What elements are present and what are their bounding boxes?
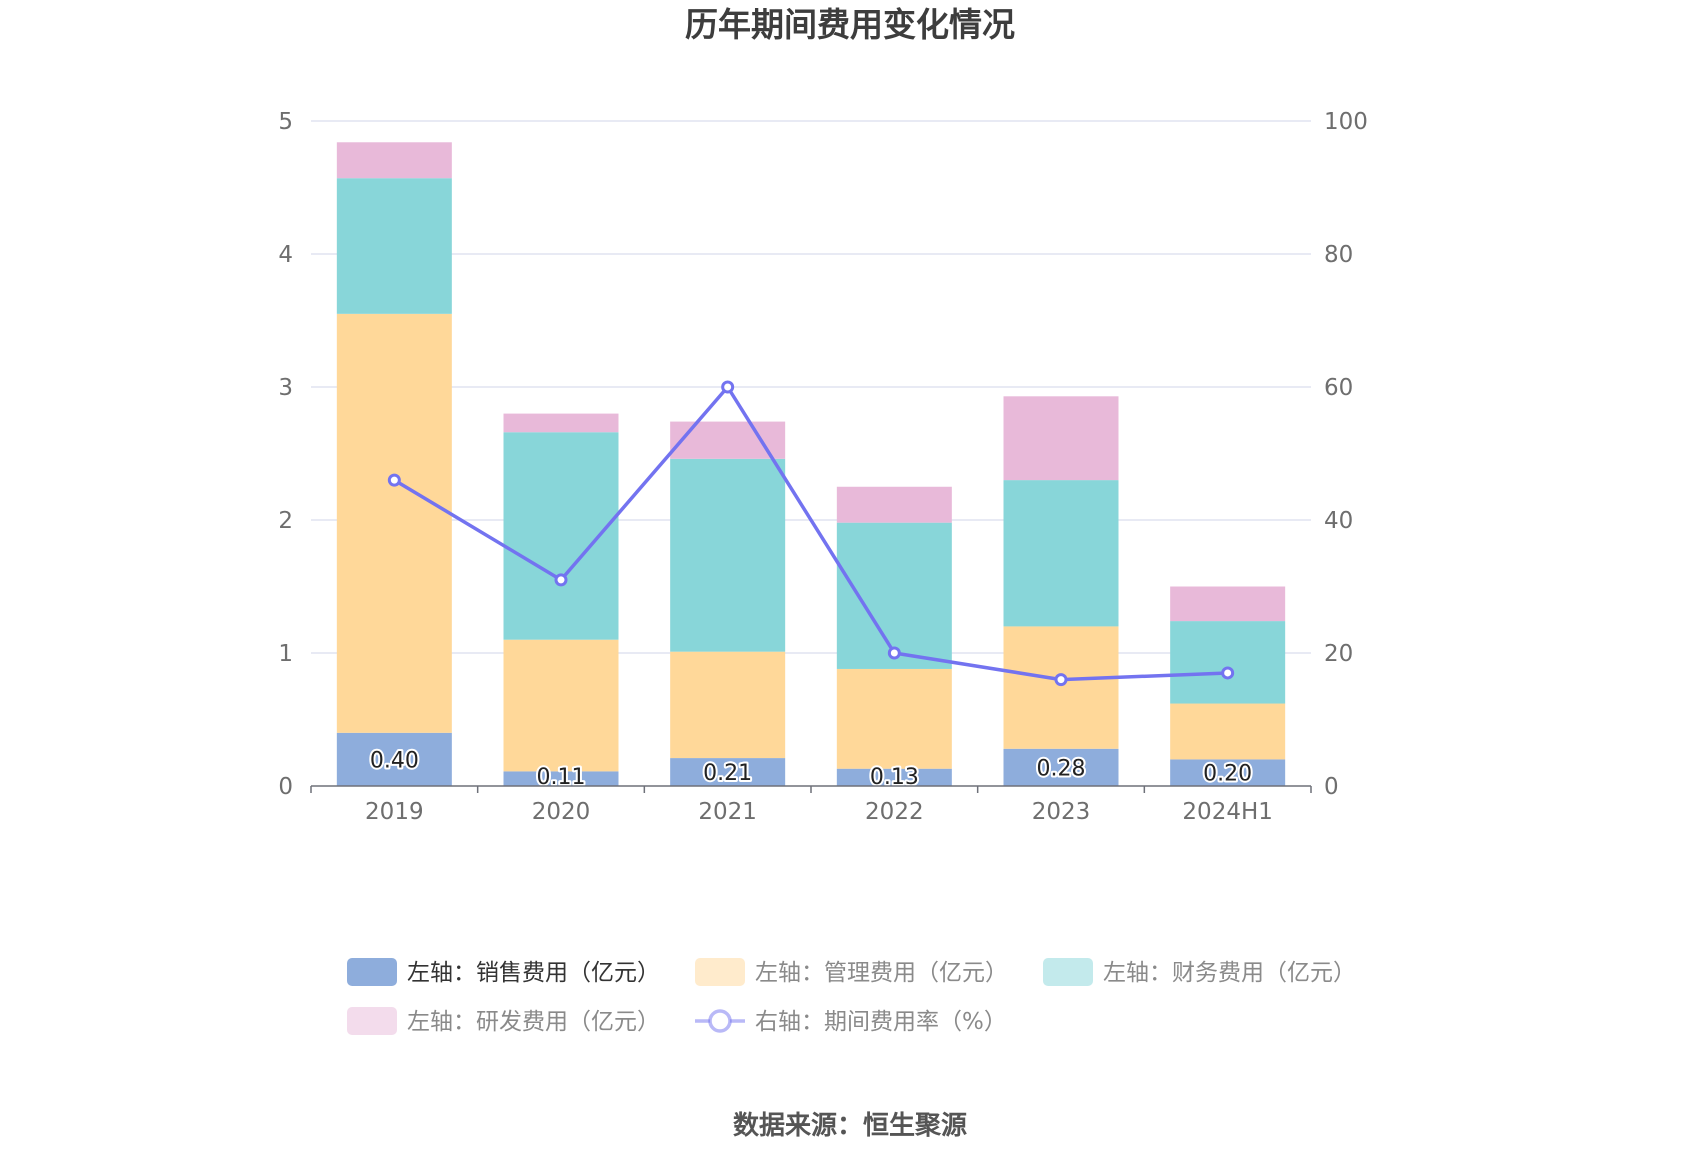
bar-admin: [836, 668, 952, 769]
bar-finance: [336, 178, 452, 314]
bar-admin: [503, 639, 619, 772]
legend-item-finance[interactable]: 左轴：财务费用（亿元）: [1043, 958, 1356, 986]
bar-sales: [503, 771, 619, 786]
chart-title: 历年期间费用变化情况: [685, 5, 1015, 44]
bar-sales: [1170, 759, 1286, 786]
x-tick-label: 2021: [698, 799, 757, 825]
x-tick-label: 2024H1: [1182, 799, 1272, 825]
left-tick-label: 5: [278, 109, 293, 135]
bar-sales: [336, 732, 452, 786]
left-tick-label: 3: [278, 375, 293, 401]
bar-data-label: 0.20: [1203, 762, 1252, 787]
right-axis: 0 20 40 60 80 100: [1324, 109, 1368, 800]
legend-label: 左轴：销售费用（亿元）: [407, 960, 660, 986]
legend-swatch: [347, 1007, 397, 1035]
left-tick-label: 1: [278, 641, 293, 667]
legend-swatch: [1043, 958, 1093, 986]
legend-swatch: [695, 958, 745, 986]
bar-rd: [336, 142, 452, 179]
right-tick-label: 40: [1324, 508, 1353, 534]
rate-line-series: [387, 380, 1235, 687]
bar-finance: [1170, 621, 1286, 704]
bar-rd: [503, 413, 619, 433]
right-tick-label: 60: [1324, 375, 1353, 401]
rate-point: [387, 473, 401, 487]
gridlines: [311, 120, 1311, 654]
legend-item-admin[interactable]: 左轴：管理费用（亿元）: [695, 958, 1008, 986]
bar-rd: [670, 421, 786, 459]
rate-point: [1054, 673, 1068, 687]
rate-point: [1221, 666, 1235, 680]
legend-swatch: [347, 958, 397, 986]
x-tick-label: 2019: [365, 799, 424, 825]
rate-line: [393, 385, 1228, 682]
bar-rd: [836, 486, 952, 523]
legend-label: 左轴：管理费用（亿元）: [755, 960, 1008, 986]
bar-finance: [836, 522, 952, 669]
right-tick-label: 80: [1324, 242, 1353, 268]
left-tick-label: 4: [278, 242, 293, 268]
bar-admin: [1170, 703, 1286, 760]
bar-finance: [1003, 480, 1119, 627]
left-tick-label: 0: [278, 774, 293, 800]
x-axis: 2019 2020 2021 2022 2023 2024H1: [310, 786, 1312, 825]
right-tick-label: 0: [1324, 774, 1339, 800]
rate-point: [554, 573, 568, 587]
legend-item-rd[interactable]: 左轴：研发费用（亿元）: [347, 1007, 660, 1035]
bar-rd: [1170, 586, 1286, 622]
bar-admin: [1003, 626, 1119, 749]
legend-label: 左轴：研发费用（亿元）: [407, 1009, 660, 1035]
bar-sales: [1003, 748, 1119, 786]
bar-data-label: 0.28: [1037, 756, 1086, 781]
legend-item-sales[interactable]: 左轴：销售费用（亿元）: [347, 958, 660, 986]
bar-admin: [670, 651, 786, 759]
bar-data-label: 0.21: [703, 761, 752, 786]
x-tick-label: 2022: [865, 799, 924, 825]
legend: 左轴：销售费用（亿元） 左轴：管理费用（亿元） 左轴：财务费用（亿元） 左轴：研发费用…: [347, 958, 1356, 1035]
x-tick-label: 2020: [532, 799, 591, 825]
bar-admin: [336, 313, 452, 733]
bar-sales: [836, 768, 952, 786]
data-source: 数据来源：恒生聚源: [733, 1111, 967, 1141]
bar-rd: [1003, 396, 1119, 481]
legend-label: 左轴：财务费用（亿元）: [1103, 960, 1356, 986]
rate-point: [887, 646, 901, 660]
bar-sales: [670, 758, 786, 786]
rate-point: [721, 380, 735, 394]
right-tick-label: 20: [1324, 641, 1353, 667]
bar-series: 0.400.11 0.21 0.13 0.28 0.20: [336, 142, 1286, 792]
bar-data-label: 0.40: [370, 748, 419, 773]
bar-finance: [503, 432, 619, 640]
x-tick-label: 2023: [1032, 799, 1091, 825]
left-tick-label: 2: [278, 508, 293, 534]
legend-item-rate[interactable]: 右轴：期间费用率（%）: [695, 1009, 1007, 1035]
left-axis: 0 1 2 3 4 5: [278, 109, 293, 800]
legend-marker: [708, 1009, 732, 1033]
legend-label: 右轴：期间费用率（%）: [755, 1009, 1007, 1035]
right-tick-label: 100: [1324, 109, 1368, 135]
bar-finance: [670, 458, 786, 652]
